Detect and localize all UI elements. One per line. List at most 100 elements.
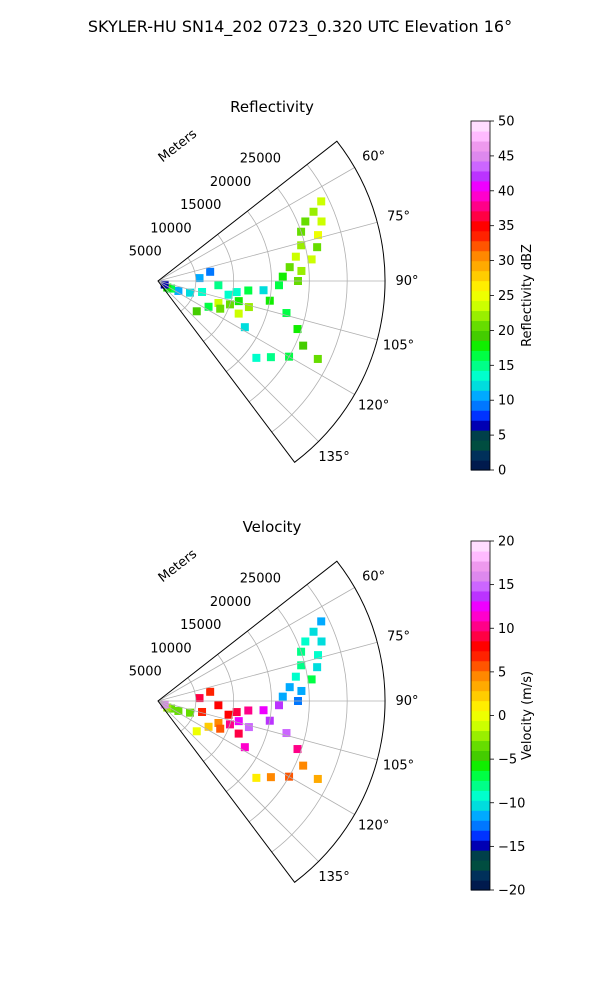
data-cell xyxy=(214,298,223,307)
data-cell xyxy=(301,637,310,646)
data-cell xyxy=(195,274,204,283)
data-cell xyxy=(266,773,275,782)
data-cell xyxy=(297,686,306,695)
colorbar-segment xyxy=(471,380,490,391)
data-cell xyxy=(307,255,316,264)
angular-tick-label: 75° xyxy=(387,210,410,225)
angular-tick-label: 135° xyxy=(318,870,349,885)
radial-tick-label: 5000 xyxy=(129,665,162,680)
data-cell xyxy=(244,286,253,295)
data-cell xyxy=(244,706,253,715)
azimuth-spoke xyxy=(157,221,378,282)
data-cell xyxy=(282,729,291,738)
data-cell xyxy=(234,297,243,306)
colorbar-segment xyxy=(471,640,490,652)
angular-tick-label: 120° xyxy=(358,399,389,414)
colorbar-segment xyxy=(471,210,490,222)
colorbar-segment xyxy=(471,140,490,152)
data-cell xyxy=(293,325,302,334)
data-cell xyxy=(317,617,326,626)
data-cell xyxy=(174,286,183,295)
colorbar-tick-label: 30 xyxy=(498,254,515,269)
azimuth-spoke xyxy=(157,280,378,341)
velocity-colorbar: −20 −15 −10 −5 0 5 10 15 20 Velocity (m/s) xyxy=(470,535,535,899)
radial-tick-label: 20000 xyxy=(210,595,251,610)
polar-axes: 5000 10000 15000 20000 25000 Meters 60° 75° 90° 1… xyxy=(129,547,419,886)
azimuth-spoke xyxy=(157,700,319,862)
radial-tick-label: 5000 xyxy=(129,245,162,260)
range-ring xyxy=(226,630,272,792)
range-ring xyxy=(203,234,235,342)
data-cell xyxy=(285,683,294,692)
data-cell xyxy=(204,722,213,731)
data-cell xyxy=(314,231,323,240)
data-cell xyxy=(240,323,249,332)
data-cell xyxy=(216,724,225,733)
angular-tick-label: 60° xyxy=(362,570,385,585)
angular-tick-label: 90° xyxy=(395,274,418,289)
colorbar-segment xyxy=(471,170,490,182)
velocity-panel: Velocity 5000 10000 15000 20000 25000 Meters 6… xyxy=(129,518,535,899)
data-cell xyxy=(234,729,243,738)
colorbar-tick-label: 15 xyxy=(498,578,515,593)
colorbar-segment xyxy=(471,750,490,761)
data-cell xyxy=(285,263,294,272)
data-cell xyxy=(301,217,310,226)
data-cell xyxy=(195,694,204,703)
data-cell xyxy=(216,304,225,313)
colorbar-segment xyxy=(471,300,490,312)
data-cell xyxy=(259,286,268,295)
colorbar-tick-label: 50 xyxy=(498,115,515,130)
colorbar-segment xyxy=(471,870,490,881)
colorbar-segment xyxy=(471,160,490,172)
colorbar-segment xyxy=(471,730,490,742)
angular-tick-label: 90° xyxy=(395,694,418,709)
colorbar-segment xyxy=(471,400,490,411)
colorbar-segment xyxy=(471,200,490,212)
data-cell xyxy=(232,288,241,297)
data-cell xyxy=(214,281,223,290)
colorbar-tick-label: −20 xyxy=(498,884,525,899)
data-cell xyxy=(214,701,223,710)
colorbar-segment xyxy=(471,880,490,891)
colorbar-segment xyxy=(471,150,490,162)
colorbar-segment xyxy=(471,560,490,572)
colorbar-tick-label: 20 xyxy=(498,535,515,550)
azimuth-spoke xyxy=(157,280,319,442)
data-cell xyxy=(299,341,308,350)
colorbar-segment xyxy=(471,550,490,562)
data-cell xyxy=(282,309,291,318)
colorbar-segment xyxy=(471,230,490,242)
colorbar-segment xyxy=(471,610,490,622)
colorbar-segment xyxy=(471,430,490,441)
polar-grid xyxy=(157,164,385,442)
colorbar-tick-label: −10 xyxy=(498,796,525,811)
colorbar-segment xyxy=(471,760,490,771)
colorbar-tick-label: 10 xyxy=(498,394,515,409)
data-cell xyxy=(234,717,243,726)
data-cell xyxy=(278,692,287,701)
azimuth-spoke xyxy=(157,587,355,702)
colorbar-segment xyxy=(471,650,490,662)
colorbar-tick-label: 10 xyxy=(498,622,515,637)
colorbar-segment xyxy=(471,180,490,192)
range-ring xyxy=(271,584,348,853)
colorbar-segment xyxy=(471,260,490,272)
colorbar-tick-label: 40 xyxy=(498,184,515,199)
colorbar-label: Reflectivity dBZ xyxy=(520,244,535,347)
data-cell xyxy=(224,290,233,299)
colorbar-segment xyxy=(471,350,490,361)
colorbar-tick-label: 45 xyxy=(498,149,515,164)
colorbar-segment xyxy=(471,440,490,451)
colorbar-segment xyxy=(471,830,490,841)
colorbar-segment xyxy=(471,541,490,552)
data-cell xyxy=(252,353,261,362)
colorbar-label: Velocity (m/s) xyxy=(520,671,535,760)
colorbar-tick-label: 25 xyxy=(498,289,515,304)
data-cell xyxy=(297,266,306,275)
colorbar-segment xyxy=(471,570,490,582)
azimuth-spoke xyxy=(157,167,355,282)
azimuth-spoke xyxy=(157,700,378,761)
sector-outline xyxy=(157,140,386,463)
